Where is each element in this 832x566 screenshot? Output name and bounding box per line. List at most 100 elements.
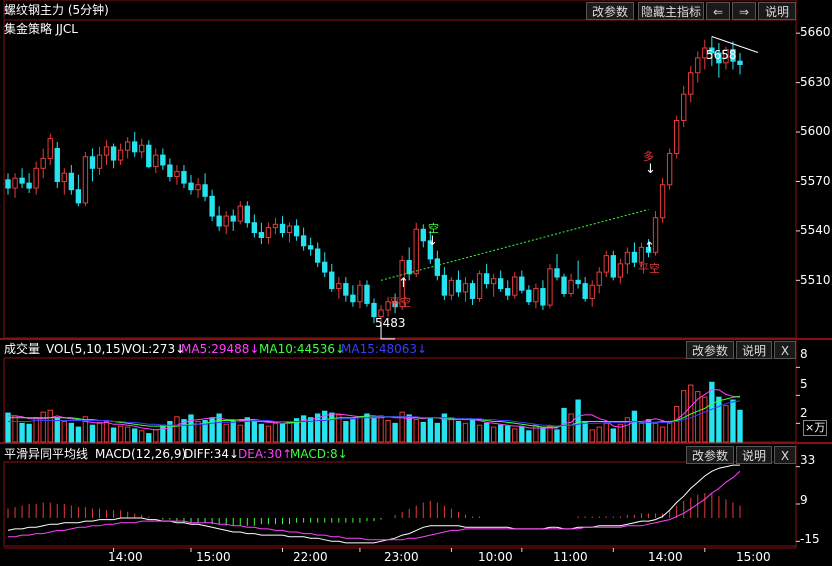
main-params-button[interactable]: 改参数 xyxy=(586,2,634,20)
macd-y-tick-label: 33 xyxy=(800,453,816,467)
volume-bar xyxy=(300,415,307,443)
volume-bar xyxy=(371,418,377,443)
candle-body xyxy=(230,215,236,222)
candle-body xyxy=(413,228,419,275)
vol-help-button[interactable]: 说明 xyxy=(736,341,772,359)
candle-body xyxy=(399,260,405,308)
macd-close-button[interactable]: X xyxy=(774,446,796,464)
candle-body xyxy=(265,227,272,238)
candle-body xyxy=(188,182,194,191)
volume-bar xyxy=(251,420,258,443)
volume-bar xyxy=(392,422,398,443)
candle-body xyxy=(575,279,581,285)
signal-down-arrow: ↓ xyxy=(645,162,656,177)
volume-bar xyxy=(272,422,279,443)
volume-bar xyxy=(216,413,222,443)
candle-body xyxy=(448,279,455,296)
candle-body xyxy=(139,144,145,153)
volume-bar xyxy=(673,406,680,443)
candle-body xyxy=(666,152,673,186)
candle-body xyxy=(75,189,82,204)
candle-body xyxy=(702,47,708,59)
volume-bar xyxy=(202,420,208,443)
volume-bar xyxy=(103,420,110,443)
candle-body xyxy=(469,283,476,299)
candle-body xyxy=(392,301,398,308)
main-help-button[interactable]: 说明 xyxy=(758,2,796,20)
candle-body xyxy=(498,278,504,290)
candle-body xyxy=(124,141,131,151)
volume-bar xyxy=(181,419,187,443)
candle-body xyxy=(582,283,588,299)
scroll-left-button[interactable]: ⇐ xyxy=(706,2,730,20)
volume-bar xyxy=(420,421,426,443)
candle-body xyxy=(336,283,342,290)
volume-bar xyxy=(258,423,265,443)
candle-body xyxy=(730,49,736,62)
volume-bar xyxy=(54,417,60,443)
candle-body xyxy=(638,246,645,263)
candle-body xyxy=(547,268,553,306)
low-marker-line xyxy=(380,324,396,340)
volume-bar xyxy=(315,413,321,443)
volume-bar xyxy=(47,409,53,443)
volume-bar xyxy=(146,433,152,443)
y-tick-label: 5540 xyxy=(800,223,831,237)
volume-bar xyxy=(716,396,722,443)
vol-params-button[interactable]: 改参数 xyxy=(686,341,734,359)
macd-pane-frame xyxy=(3,461,797,547)
high-marker-line xyxy=(711,36,759,53)
volume-bar xyxy=(89,424,96,443)
macd-help-button[interactable]: 说明 xyxy=(736,446,772,464)
volume-bar xyxy=(230,420,236,443)
signal-up-arrow: ↑ xyxy=(398,276,409,291)
volume-bar xyxy=(357,416,363,443)
candle-body xyxy=(561,276,567,295)
macd-params: MACD(12,26,9) xyxy=(95,447,187,461)
candle-body xyxy=(258,232,265,238)
candle-body xyxy=(5,179,11,189)
volume-bar xyxy=(730,399,736,443)
macd-line-dea xyxy=(8,470,741,541)
volume-bar xyxy=(540,428,546,443)
candle-body xyxy=(244,205,250,224)
volume-bar xyxy=(505,425,511,443)
candle-body xyxy=(455,279,462,293)
candle-body xyxy=(631,251,638,263)
candle-body xyxy=(174,171,180,178)
volume-bar xyxy=(638,422,645,443)
volume-bar xyxy=(364,413,370,443)
candle-body xyxy=(33,167,39,189)
y-tick-label: 5660 xyxy=(800,25,831,39)
candle-body xyxy=(132,141,138,153)
volume-bar xyxy=(723,405,729,443)
hide-indicator-button[interactable]: 隐藏主指标 xyxy=(638,2,704,20)
candle-body xyxy=(146,144,152,168)
candle-body xyxy=(26,182,32,189)
scroll-right-button[interactable]: ⇒ xyxy=(732,2,756,20)
volume-bar xyxy=(617,423,624,443)
vol-close-button[interactable]: X xyxy=(774,341,796,359)
candle-body xyxy=(19,177,25,184)
volume-bar xyxy=(399,411,405,443)
candle-body xyxy=(490,278,497,285)
volume-bar xyxy=(441,413,448,443)
volume-bar xyxy=(322,410,328,443)
volume-bar xyxy=(336,414,342,443)
volume-bar xyxy=(490,426,497,443)
candle-body xyxy=(54,148,60,182)
vol-params: VOL(5,10,15) xyxy=(46,342,126,356)
volume-bar xyxy=(237,424,243,443)
signal-pingkong: 平空 xyxy=(389,296,411,309)
volume-bar xyxy=(666,420,673,443)
volume-bar xyxy=(188,414,194,443)
volume-bar xyxy=(307,417,314,443)
volume-bar xyxy=(343,420,349,443)
y-tick-label: 5570 xyxy=(800,174,831,188)
candle-body xyxy=(272,223,279,229)
volume-bar xyxy=(223,423,229,443)
macd-params-button[interactable]: 改参数 xyxy=(686,446,734,464)
y-tick-label: 5630 xyxy=(800,75,831,89)
volume-bar xyxy=(139,430,145,443)
